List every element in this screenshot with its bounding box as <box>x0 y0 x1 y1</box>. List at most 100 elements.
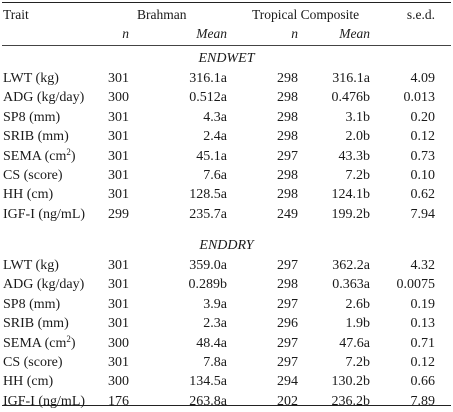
sed-cell: 0.0075 <box>396 277 436 293</box>
tropical-n-cell: 298 <box>277 90 298 106</box>
trait-label: SEMA (cm <box>3 335 67 351</box>
table-row: HH (cm) 300 134.5a 294 130.2b 0.66 <box>0 372 453 392</box>
table-row: CS (score) 301 7.6a 298 7.2b 0.10 <box>0 166 453 186</box>
brahman-n-cell: 300 <box>108 90 129 106</box>
tropical-mean-cell: 124.1b <box>331 187 371 203</box>
tropical-n-cell: 298 <box>277 187 298 203</box>
brahman-mean-cell: 4.3a <box>203 109 227 125</box>
table-row: CS (score) 301 7.8a 297 7.2b 0.12 <box>0 353 453 373</box>
trait-label: HH (cm) <box>3 187 54 203</box>
trait-label-suffix: ) <box>70 148 76 164</box>
tropical-mean-cell: 0.476b <box>331 90 371 106</box>
trait-unit-superscript: 2 <box>66 333 71 344</box>
tropical-n-cell: 297 <box>277 258 298 273</box>
tropical-n-cell: 298 <box>277 109 298 125</box>
tropical-n-cell: 297 <box>277 355 298 370</box>
trait-label: CS (score) <box>3 355 63 370</box>
header-tropical-composite: Tropical Composite <box>252 7 360 22</box>
sed-cell: 7.89 <box>410 393 436 409</box>
trait-label: SRIB (mm) <box>3 129 69 145</box>
table-row: SRIB (mm) 301 2.4a 298 2.0b 0.12 <box>0 127 453 147</box>
sed-cell: 0.013 <box>403 90 436 106</box>
sed-cell: 0.12 <box>410 355 436 370</box>
sed-cell: 0.20 <box>410 109 436 125</box>
tropical-mean-cell: 316.1a <box>332 71 370 86</box>
table-row: ADG (kg/day) 300 0.512a 298 0.476b 0.013 <box>0 88 453 108</box>
brahman-mean-cell: 263.8a <box>189 393 227 409</box>
trait-cell: SRIB (mm) <box>3 314 69 334</box>
brahman-mean-cell: 7.8a <box>203 355 227 370</box>
brahman-mean-cell: 235.7a <box>189 206 227 222</box>
top-rule <box>2 2 451 3</box>
trait-label: SEMA (cm <box>3 148 67 164</box>
tropical-mean-cell: 3.1b <box>345 109 371 125</box>
trait-label: IGF-I (ng/mL) <box>3 393 86 409</box>
trait-cell: LWT (kg) <box>3 256 59 276</box>
header-sed: s.e.d. <box>406 7 435 22</box>
brahman-mean-cell: 2.3a <box>203 316 227 332</box>
trait-cell: SRIB (mm) <box>3 127 69 147</box>
trait-cell: CS (score) <box>3 353 63 373</box>
brahman-n-cell: 301 <box>108 168 129 183</box>
brahman-mean-cell: 3.9a <box>203 296 227 312</box>
brahman-n-cell: 301 <box>108 277 129 293</box>
trait-label-suffix: ) <box>70 335 76 351</box>
brahman-n-cell: 299 <box>108 206 129 222</box>
trait-label: IGF-I (ng/mL) <box>3 206 86 222</box>
trait-label: LWT (kg) <box>3 258 59 273</box>
table-row: HH (cm) 301 128.5a 298 124.1b 0.62 <box>0 185 453 205</box>
trait-label: ADG (kg/day) <box>3 90 85 106</box>
tropical-n-cell: 297 <box>277 296 298 312</box>
tropical-mean-cell: 130.2b <box>331 374 371 390</box>
sed-cell: 0.19 <box>410 296 436 312</box>
sed-cell: 0.12 <box>410 129 436 145</box>
table-row: IGF-I (ng/mL) 176 263.8a 202 236.2b 7.89 <box>0 392 453 412</box>
tropical-n-cell: 298 <box>277 129 298 145</box>
brahman-mean-cell: 7.6a <box>203 168 227 183</box>
tropical-mean-cell: 2.0b <box>345 129 371 145</box>
brahman-n-cell: 301 <box>108 129 129 145</box>
trait-cell: SEMA (cm2) <box>3 334 76 354</box>
brahman-n-cell: 301 <box>108 316 129 332</box>
brahman-mean-cell: 0.289b <box>188 277 228 293</box>
tropical-mean-cell: 43.3b <box>338 148 371 164</box>
brahman-n-cell: 301 <box>108 71 129 86</box>
trait-label: CS (score) <box>3 168 63 183</box>
brahman-n-cell: 300 <box>108 335 129 351</box>
brahman-mean-cell: 48.4a <box>196 335 227 351</box>
trait-cell: HH (cm) <box>3 185 53 205</box>
brahman-mean-cell: 316.1a <box>189 71 227 86</box>
header-row: Trait Brahman Tropical Composite s.e.d. <box>0 5 453 25</box>
subheader-n-brahman: n <box>122 26 129 41</box>
tropical-mean-cell: 236.2b <box>331 393 371 409</box>
trait-cell: ADG (kg/day) <box>3 88 84 108</box>
table-row: ADG (kg/day) 301 0.289b 298 0.363a 0.0075 <box>0 275 453 295</box>
tropical-mean-cell: 7.2b <box>345 168 371 183</box>
trait-cell: IGF-I (ng/mL) <box>3 392 85 412</box>
brahman-n-cell: 301 <box>108 258 129 273</box>
header-trait: Trait <box>3 7 29 22</box>
sed-cell: 4.32 <box>410 258 436 273</box>
brahman-n-cell: 301 <box>108 187 129 203</box>
section-title: ENDWET <box>198 51 255 66</box>
brahman-n-cell: 301 <box>108 296 129 312</box>
sed-cell: 0.73 <box>410 148 436 164</box>
tropical-n-cell: 298 <box>277 71 298 86</box>
trait-label: HH (cm) <box>3 374 54 390</box>
sed-cell: 7.94 <box>410 206 436 222</box>
trait-label: LWT (kg) <box>3 71 59 86</box>
brahman-n-cell: 301 <box>108 148 129 164</box>
tropical-n-cell: 296 <box>277 316 298 332</box>
table-row: IGF-I (ng/mL) 299 235.7a 249 199.2b 7.94 <box>0 205 453 225</box>
brahman-n-cell: 176 <box>108 393 129 409</box>
table-row: LWT (kg) 301 359.0a 297 362.2a 4.32 <box>0 256 453 276</box>
header-rule <box>2 45 451 46</box>
trait-unit-superscript: 2 <box>66 146 71 157</box>
brahman-n-cell: 300 <box>108 374 129 390</box>
tropical-n-cell: 297 <box>277 148 298 164</box>
trait-cell: SP8 (mm) <box>3 295 60 315</box>
sed-cell: 0.71 <box>410 335 436 351</box>
tropical-n-cell: 297 <box>277 335 298 351</box>
brahman-mean-cell: 45.1a <box>196 148 227 164</box>
